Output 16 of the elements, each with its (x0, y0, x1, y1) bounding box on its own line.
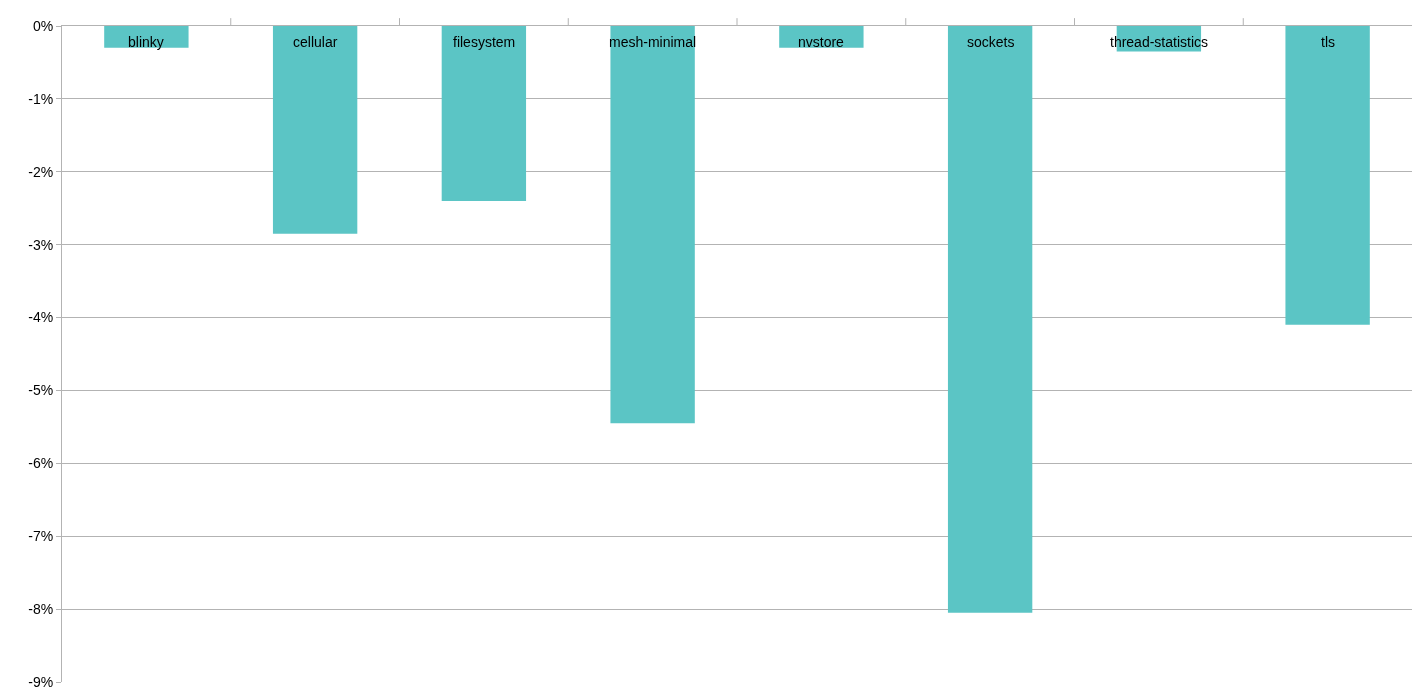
y-tick-label: -4% (28, 309, 54, 326)
x-tick-label: filesystem (453, 34, 516, 50)
y-tick-label: -1% (28, 90, 54, 107)
y-tick-label: 0% (32, 17, 54, 34)
x-tick-label: cellular (293, 34, 338, 50)
y-tick-label: -3% (28, 236, 54, 253)
x-tick-label: nvstore (798, 34, 845, 50)
y-tick-label: -2% (28, 163, 54, 180)
y-tick-label: -7% (28, 528, 54, 545)
x-tick-label: tls (1321, 34, 1335, 50)
y-tick-label: -6% (28, 455, 54, 472)
y-tick-label: -8% (28, 601, 54, 618)
y-tick-label: -5% (28, 382, 54, 399)
x-tick-label: sockets (967, 34, 1015, 50)
y-tick-label: -9% (28, 673, 54, 690)
x-tick-label: blinky (128, 34, 164, 50)
